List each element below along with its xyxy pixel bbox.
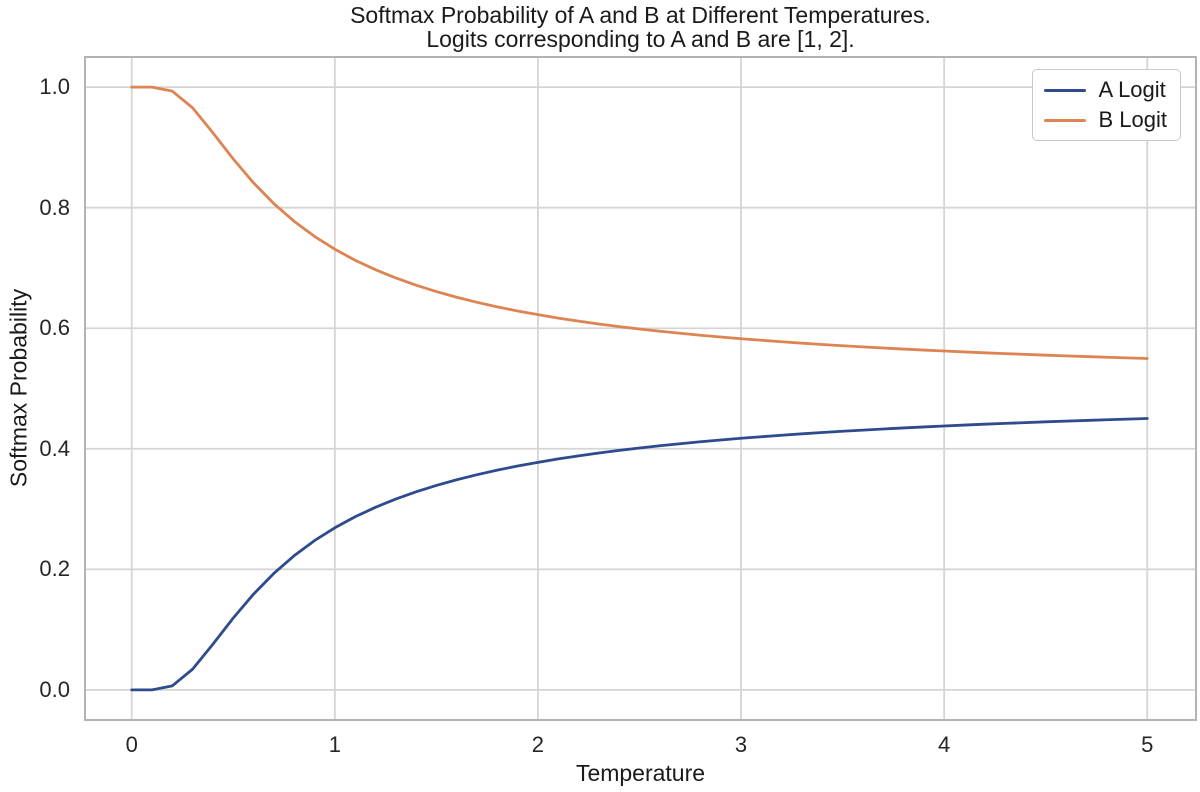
y-tick-label: 0.4 xyxy=(39,435,70,461)
x-tick-label: 3 xyxy=(734,732,748,757)
x-tick-label: 2 xyxy=(531,732,545,757)
legend-entry: B Logit xyxy=(1043,107,1168,133)
x-tick-label: 4 xyxy=(938,732,951,757)
axes-spines xyxy=(84,56,1197,721)
series-line-a xyxy=(130,417,1149,692)
legend-line-swatch xyxy=(1043,118,1086,122)
legend-entry: A Logit xyxy=(1043,77,1168,103)
y-tick-label: 1.0 xyxy=(39,74,70,100)
legend-entry-label: A Logit xyxy=(1098,77,1166,102)
chart-title-line-1: Softmax Probability of A and B at Differ… xyxy=(350,2,931,28)
y-tick-label: 0.6 xyxy=(39,315,70,341)
y-axis-label: Softmax Probability xyxy=(5,288,32,488)
x-tick-label: 5 xyxy=(1141,732,1154,757)
legend: A Logit B Logit xyxy=(1031,69,1181,141)
legend-entry-label: B Logit xyxy=(1098,107,1168,132)
y-tick-label: 0.2 xyxy=(39,556,70,582)
x-tick-label: 1 xyxy=(328,732,341,757)
y-tick-label: 0.8 xyxy=(39,194,70,220)
x-axis-label: Temperature xyxy=(575,760,706,786)
legend-line-swatch xyxy=(1043,88,1086,92)
y-tick-label: 0.0 xyxy=(39,676,70,702)
x-tick-label: 0 xyxy=(125,732,138,757)
chart-title-line-2: Logits corresponding to A and B are [1, … xyxy=(426,26,855,52)
chart-title: Softmax Probability of A and B at Differ… xyxy=(85,3,1196,51)
series-line-b xyxy=(130,85,1149,360)
plot-background xyxy=(85,57,1196,720)
